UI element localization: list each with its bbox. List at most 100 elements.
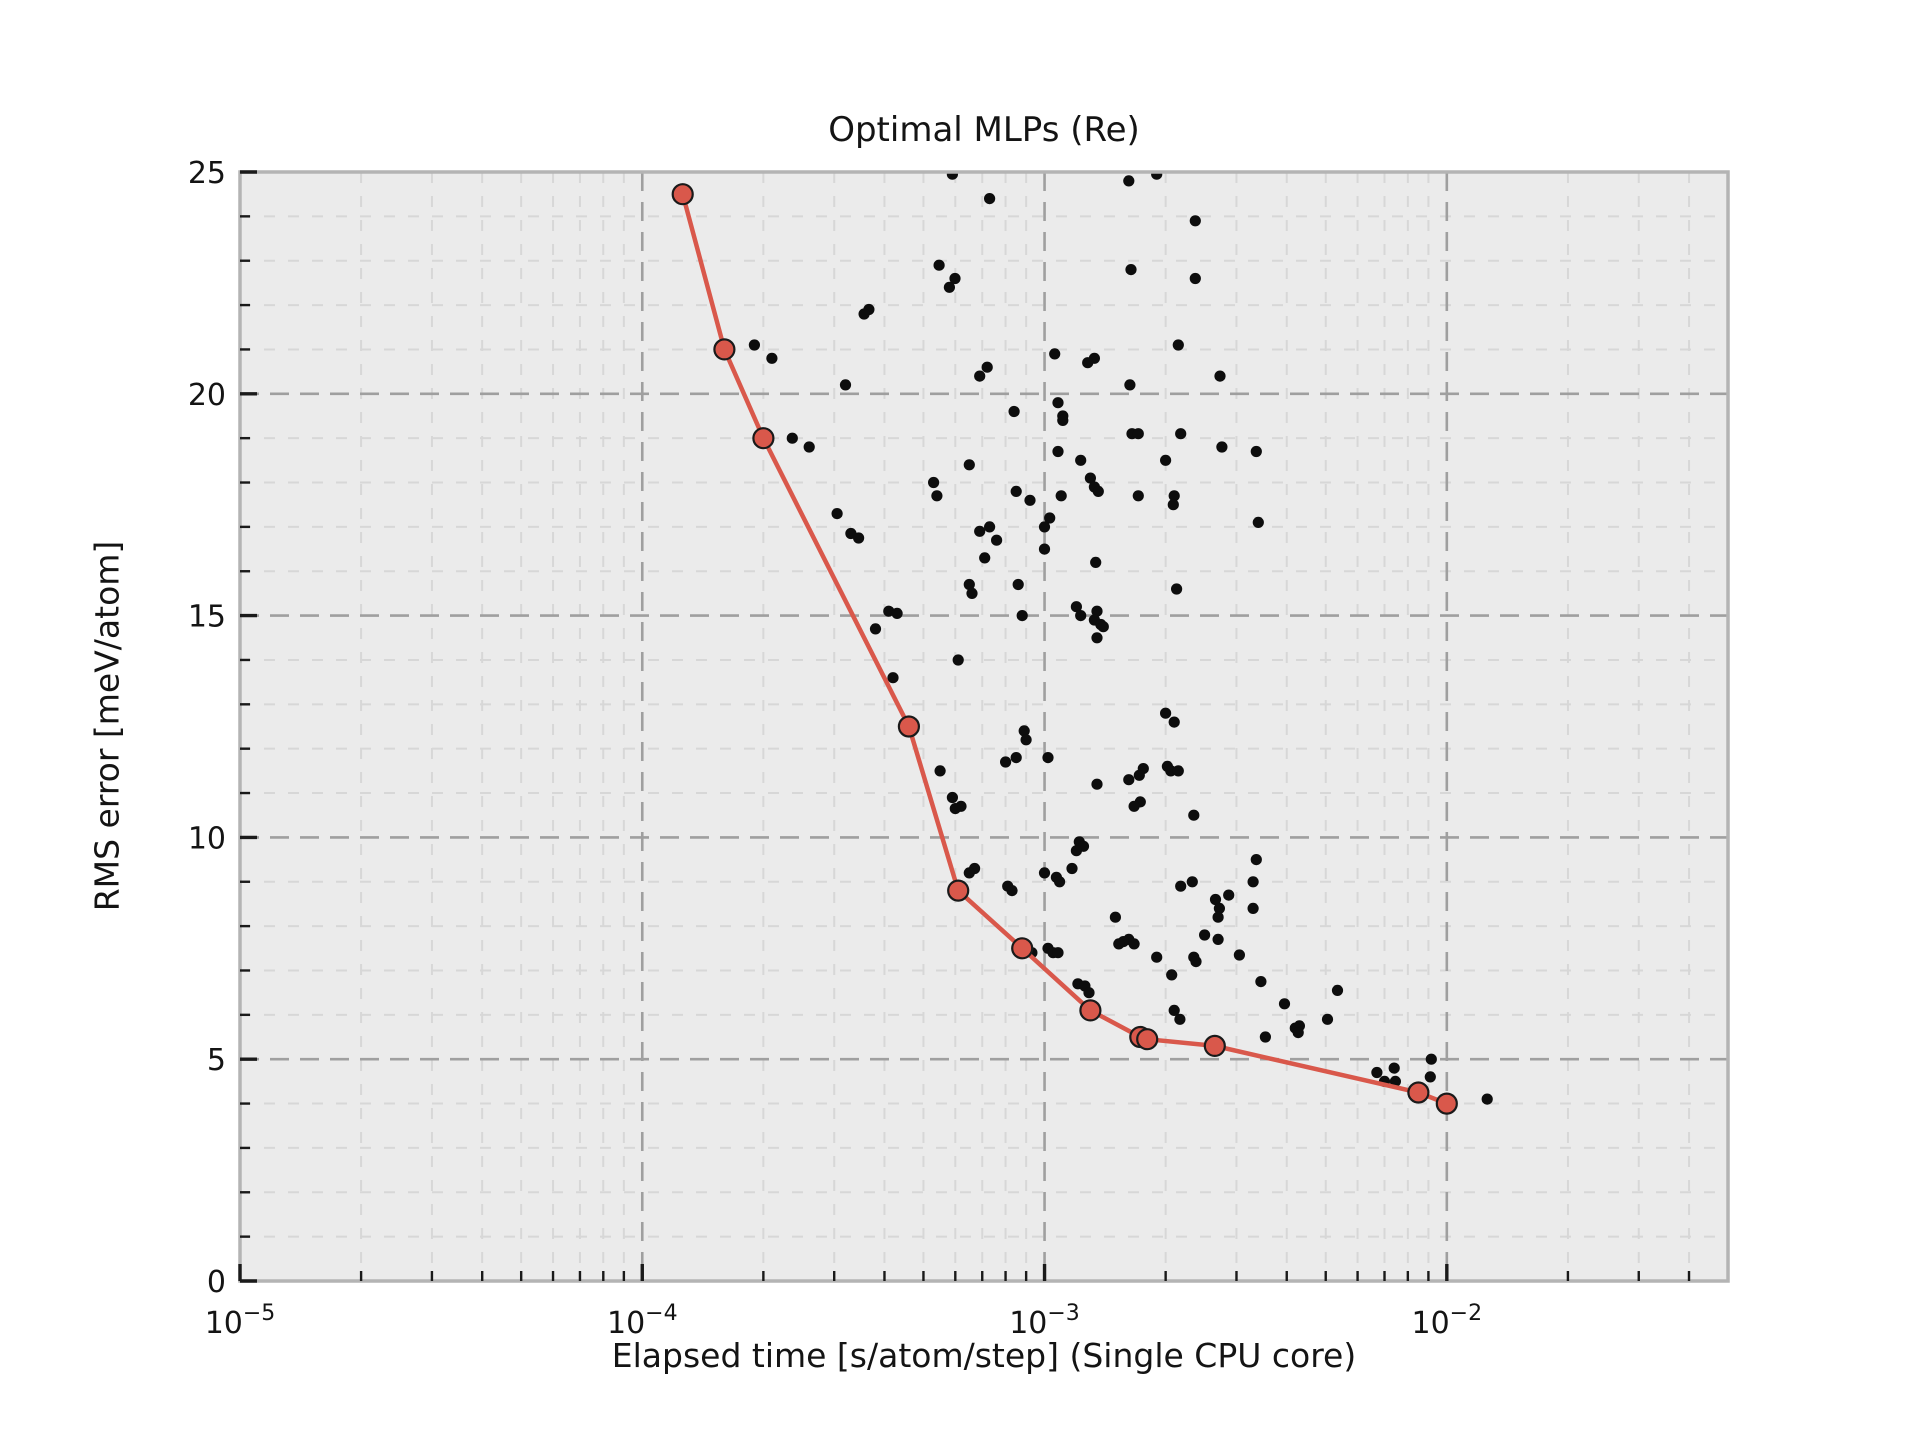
x-tick-label: 10−4 bbox=[607, 1301, 678, 1341]
scatter-point bbox=[1481, 1093, 1493, 1105]
scatter-point bbox=[1133, 769, 1145, 781]
scatter-point bbox=[946, 791, 959, 804]
scatter-point bbox=[1188, 809, 1200, 821]
scatter-point bbox=[1167, 499, 1179, 511]
y-tick-label: 25 bbox=[188, 156, 226, 191]
scatter-point bbox=[858, 308, 870, 320]
pareto-point bbox=[1079, 999, 1102, 1022]
pareto-point bbox=[897, 715, 921, 738]
scatter-point bbox=[1425, 1053, 1437, 1065]
scatter-point bbox=[1128, 938, 1140, 950]
x-tick-label: 10−2 bbox=[1411, 1301, 1482, 1341]
scatter-point bbox=[1049, 348, 1061, 360]
scatter-point bbox=[1091, 605, 1103, 617]
scatter-point bbox=[933, 259, 945, 271]
scatter-point bbox=[1216, 441, 1228, 453]
pareto-point bbox=[671, 183, 694, 206]
scatter-point bbox=[1247, 902, 1259, 915]
pareto-point bbox=[713, 338, 736, 361]
scatter-point bbox=[1213, 902, 1225, 915]
y-tick-label: 5 bbox=[207, 1043, 226, 1078]
scatter-point bbox=[991, 534, 1003, 546]
scatter-point bbox=[869, 623, 882, 635]
scatter-point bbox=[1151, 951, 1163, 963]
y-tick-label: 10 bbox=[188, 821, 226, 856]
scatter-point bbox=[1070, 845, 1082, 857]
scatter-point bbox=[1151, 172, 1163, 180]
scatter-point bbox=[1125, 264, 1137, 276]
scatter-point bbox=[1168, 1004, 1180, 1017]
scatter-point bbox=[984, 193, 996, 205]
scatter-point bbox=[1054, 876, 1066, 888]
scatter-point bbox=[1190, 956, 1202, 968]
scatter-point bbox=[748, 339, 761, 351]
scatter-point bbox=[1259, 1031, 1271, 1043]
scatter-series bbox=[748, 172, 1493, 1105]
scatter-point bbox=[1070, 601, 1082, 613]
scatter-point bbox=[1075, 610, 1087, 622]
scatter-point bbox=[974, 370, 986, 382]
scatter-point bbox=[1006, 885, 1018, 897]
scatter-point bbox=[1091, 778, 1103, 790]
scatter-point bbox=[974, 525, 986, 537]
x-tick-label: 10−3 bbox=[1009, 1301, 1080, 1341]
scatter-point bbox=[1084, 472, 1096, 484]
scatter-point bbox=[1223, 889, 1235, 901]
scatter-point bbox=[1174, 1013, 1186, 1025]
scatter-point bbox=[803, 441, 815, 453]
tick-marks bbox=[238, 170, 1691, 1283]
scatter-point bbox=[1132, 428, 1144, 440]
chart-title: Optimal MLPs (Re) bbox=[828, 110, 1140, 150]
scatter-point bbox=[1212, 933, 1224, 946]
scatter-point bbox=[1252, 516, 1264, 529]
scatter-point bbox=[1389, 1075, 1401, 1087]
scatter-point bbox=[1057, 414, 1069, 426]
scatter-point bbox=[1189, 272, 1201, 285]
scatter-point bbox=[1172, 339, 1184, 351]
scatter-point bbox=[1038, 521, 1051, 533]
scatter-point bbox=[1214, 370, 1226, 382]
scatter-point bbox=[966, 587, 978, 600]
scatter-point bbox=[1066, 862, 1078, 875]
pareto-point bbox=[752, 427, 775, 450]
scatter-point bbox=[1209, 893, 1222, 906]
scatter-point bbox=[1083, 987, 1095, 999]
pareto-series bbox=[671, 183, 1458, 1115]
scatter-point bbox=[1168, 490, 1180, 502]
scatter-point bbox=[1199, 929, 1211, 941]
scatter-point bbox=[963, 867, 975, 879]
scatter-point bbox=[1090, 556, 1102, 569]
scatter-point bbox=[1292, 1027, 1304, 1039]
y-axis-title: RMS error [meV/atom] bbox=[87, 540, 127, 912]
scatter-point bbox=[1123, 774, 1135, 786]
pareto-point bbox=[947, 879, 970, 902]
scatter-point bbox=[979, 552, 991, 564]
pareto-point bbox=[1011, 937, 1034, 960]
scatter-point bbox=[949, 272, 961, 285]
scatter-point bbox=[934, 765, 946, 777]
scatter-point bbox=[1175, 428, 1187, 440]
scatter-point bbox=[1186, 876, 1198, 888]
scatter-point bbox=[1172, 765, 1184, 777]
scatter-point bbox=[1091, 632, 1103, 644]
scatter-point bbox=[1424, 1071, 1436, 1083]
scatter-point bbox=[1024, 494, 1036, 506]
scatter-point bbox=[1160, 454, 1172, 466]
scatter-point bbox=[839, 379, 852, 391]
scatter-point bbox=[952, 654, 964, 666]
scatter-point bbox=[831, 507, 843, 520]
pareto-point bbox=[1136, 1028, 1159, 1051]
scatter-point bbox=[1247, 876, 1259, 888]
scatter-point bbox=[946, 172, 958, 180]
scatter-point bbox=[1128, 800, 1140, 812]
scatter-point bbox=[1166, 969, 1178, 981]
scatter-point bbox=[1233, 949, 1245, 961]
y-tick-label: 15 bbox=[188, 600, 226, 635]
scatter-point bbox=[1082, 357, 1094, 369]
scatter-point bbox=[1113, 938, 1125, 950]
y-tick-label: 20 bbox=[188, 378, 226, 413]
scatter-point bbox=[1097, 621, 1109, 633]
axes-spines bbox=[238, 170, 1730, 1283]
scatter-point bbox=[1321, 1013, 1334, 1025]
scatter-point bbox=[1250, 445, 1262, 458]
